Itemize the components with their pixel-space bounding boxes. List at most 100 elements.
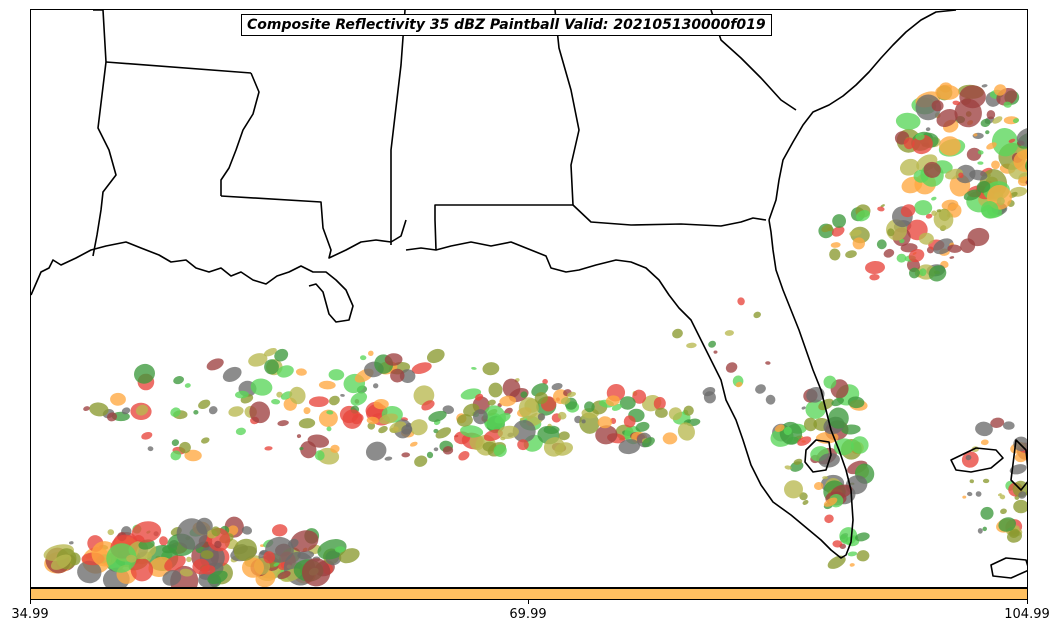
reflectivity-echo	[832, 540, 843, 548]
reflectivity-echo	[765, 361, 771, 365]
reflectivity-echo	[130, 558, 154, 582]
reflectivity-echo	[328, 369, 345, 381]
reflectivity-echo	[672, 328, 683, 339]
reflectivity-echo	[753, 311, 761, 319]
reflectivity-echo	[330, 444, 340, 453]
reflectivity-echo	[317, 539, 347, 560]
reflectivity-echo	[642, 437, 655, 448]
reflectivity-echo	[77, 560, 102, 584]
reflectivity-echo	[980, 118, 991, 128]
reflectivity-echo	[998, 517, 1016, 532]
reflectivity-echo	[935, 84, 960, 100]
reflectivity-echo	[414, 455, 428, 467]
reflectivity-echo	[460, 425, 484, 438]
reflectivity-echo	[288, 538, 299, 548]
reflectivity-echo	[121, 407, 131, 415]
reflectivity-echo	[401, 452, 410, 458]
reflectivity-echo	[368, 350, 374, 357]
reflectivity-echo	[632, 389, 647, 404]
reflectivity-echo	[248, 353, 268, 367]
reflectivity-echo	[290, 530, 319, 552]
reflectivity-echo	[980, 506, 994, 520]
reflectivity-echo	[263, 347, 277, 357]
reflectivity-echo	[725, 362, 738, 373]
reflectivity-echo	[295, 368, 307, 376]
reflectivity-echo	[264, 446, 273, 451]
reflectivity-echo	[176, 518, 208, 550]
reflectivity-echo	[855, 532, 870, 542]
reflectivity-echo	[925, 127, 931, 132]
reflectivity-echo	[173, 376, 184, 385]
reflectivity-echo	[242, 557, 264, 578]
reflectivity-echo	[409, 419, 428, 436]
reflectivity-echo	[605, 395, 620, 407]
colorbar-label-min: 34.99	[11, 607, 49, 622]
reflectivity-echo	[982, 526, 987, 532]
reflectivity-echo	[991, 160, 1000, 170]
reflectivity-echo	[302, 558, 331, 587]
reflectivity-echo	[947, 244, 962, 253]
reflectivity-echo	[850, 436, 869, 454]
border-ms-river	[220, 72, 260, 196]
reflectivity-echo	[1013, 499, 1027, 514]
reflectivity-echo	[426, 451, 434, 459]
reflectivity-echo	[50, 554, 72, 570]
reflectivity-echo	[497, 425, 519, 439]
reflectivity-echo	[619, 396, 636, 410]
colorbar-tick-max	[1027, 600, 1028, 604]
reflectivity-echo	[991, 128, 1019, 157]
reflectivity-echo	[1008, 138, 1016, 143]
reflectivity-echo	[1009, 464, 1027, 475]
reflectivity-echo	[401, 424, 413, 435]
reflectivity-echo	[869, 273, 880, 281]
reflectivity-echo	[876, 239, 887, 250]
reflectivity-echo	[179, 441, 191, 454]
reflectivity-echo	[551, 383, 563, 391]
reflectivity-echo	[896, 253, 907, 263]
colorbar-tick-min	[30, 600, 31, 604]
reflectivity-echo	[373, 399, 389, 410]
reflectivity-echo	[296, 434, 302, 439]
reflectivity-echo	[179, 568, 193, 577]
coastline-panhandle	[405, 219, 854, 559]
border-ar-la	[105, 61, 252, 74]
reflectivity-echo	[801, 406, 806, 410]
reflectivity-echo	[106, 543, 137, 573]
reflectivity-echo	[581, 419, 586, 424]
reflectivity-echo	[936, 209, 942, 213]
reflectivity-echo	[928, 265, 947, 282]
reflectivity-echo	[903, 137, 915, 150]
reflectivity-echo	[959, 85, 986, 109]
lake-okeechobee	[804, 439, 832, 473]
reflectivity-echo	[708, 340, 717, 348]
reflectivity-echo	[702, 387, 716, 397]
reflectivity-echo	[784, 465, 792, 470]
reflectivity-echo	[141, 431, 153, 440]
reflectivity-echo	[790, 461, 804, 472]
reflectivity-echo	[277, 420, 289, 427]
reflectivity-echo	[990, 417, 1005, 428]
reflectivity-echo	[931, 100, 944, 112]
reflectivity-echo	[823, 375, 837, 389]
reflectivity-echo	[1006, 530, 1023, 543]
reflectivity-echo	[235, 390, 249, 399]
reflectivity-echo	[841, 424, 861, 435]
reflectivity-echo	[765, 394, 776, 405]
reflectivity-echo	[567, 391, 576, 398]
border-ms-al	[390, 10, 406, 245]
reflectivity-echo	[818, 398, 834, 411]
reflectivity-echo	[821, 224, 833, 233]
reflectivity-echo	[653, 396, 666, 410]
reflectivity-echo	[952, 100, 961, 106]
reflectivity-echo	[677, 422, 695, 441]
reflectivity-echo	[595, 425, 618, 445]
reflectivity-echo	[936, 109, 958, 127]
reflectivity-echo	[379, 413, 398, 425]
reflectivity-echo	[895, 112, 921, 130]
reflectivity-echo	[831, 226, 845, 237]
reflectivity-echo	[955, 164, 976, 184]
reflectivity-echo	[428, 410, 447, 422]
reflectivity-echo	[342, 409, 363, 429]
reflectivity-echo	[847, 551, 858, 557]
reflectivity-echo	[334, 546, 346, 553]
